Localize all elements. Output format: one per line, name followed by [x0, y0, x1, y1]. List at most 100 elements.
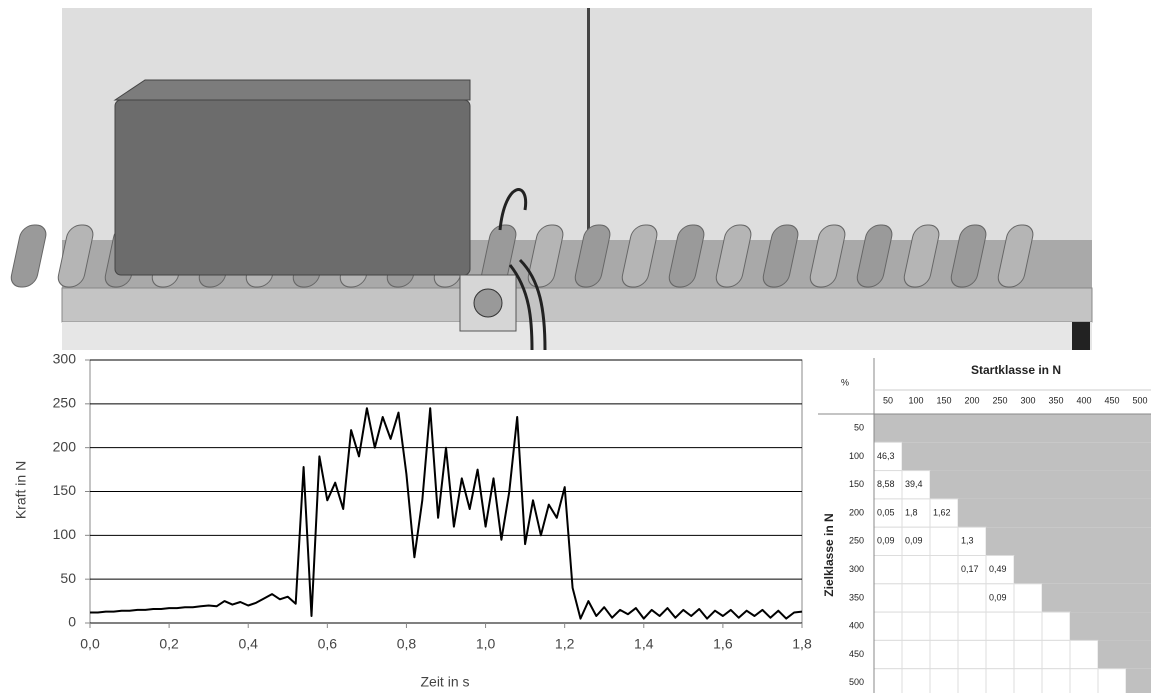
cell-shaded — [1098, 612, 1126, 640]
cell-shaded — [1098, 584, 1126, 612]
cell-shaded — [1042, 471, 1070, 499]
cell-shaded — [1070, 612, 1098, 640]
x-tick-label: 0,0 — [80, 636, 100, 652]
cell-value: 8,58 — [877, 479, 895, 489]
row-title: Zielklasse in N — [822, 513, 836, 596]
row-header: 500 — [849, 677, 864, 687]
cell — [930, 584, 958, 612]
photo-crate-rim — [115, 80, 470, 100]
photo-leg — [1072, 322, 1090, 350]
cell-shaded — [1070, 527, 1098, 555]
cell — [958, 584, 986, 612]
cell — [1098, 669, 1126, 693]
cell-shaded — [930, 471, 958, 499]
cell-shaded — [902, 442, 930, 470]
cell — [1014, 669, 1042, 693]
x-tick-label: 1,4 — [634, 636, 654, 652]
cell — [1014, 612, 1042, 640]
cell-shaded — [1070, 556, 1098, 584]
cell-shaded — [1098, 527, 1126, 555]
photo-floor — [62, 322, 1092, 350]
column-header: 450 — [1104, 395, 1119, 405]
cell — [986, 612, 1014, 640]
cell-shaded — [1042, 556, 1070, 584]
cell-shaded — [1098, 640, 1126, 668]
x-tick-label: 1,0 — [476, 636, 496, 652]
x-axis-label: Zeit in s — [420, 674, 469, 690]
cell — [902, 612, 930, 640]
cell-shaded — [1126, 414, 1151, 442]
cell-shaded — [1014, 442, 1042, 470]
y-tick-label: 50 — [60, 570, 76, 586]
cell — [1042, 640, 1070, 668]
cell-shaded — [1126, 442, 1151, 470]
cell — [874, 584, 902, 612]
cell-shaded — [1014, 556, 1042, 584]
cell-shaded — [1126, 584, 1151, 612]
row-header: 300 — [849, 564, 864, 574]
column-header: 150 — [936, 395, 951, 405]
table: % Startklasse in N Zielklasse in N 50100… — [818, 352, 1151, 693]
cell-value: 46,3 — [877, 451, 895, 461]
row-header: 150 — [849, 479, 864, 489]
cell-value: 39,4 — [905, 479, 923, 489]
cell-shaded — [986, 442, 1014, 470]
cell-shaded — [1126, 471, 1151, 499]
y-tick-label: 250 — [53, 395, 77, 411]
row-header: 450 — [849, 649, 864, 659]
cell-shaded — [1042, 584, 1070, 612]
cell-shaded — [1098, 442, 1126, 470]
cell — [958, 640, 986, 668]
cell — [902, 584, 930, 612]
cell-shaded — [1070, 442, 1098, 470]
cell-shaded — [930, 442, 958, 470]
photo-sensor — [474, 289, 502, 317]
column-header: 400 — [1076, 395, 1091, 405]
column-header: 100 — [908, 395, 923, 405]
cell-shaded — [1126, 612, 1151, 640]
column-header: 200 — [964, 395, 979, 405]
cell-shaded — [1070, 414, 1098, 442]
cell — [930, 669, 958, 693]
cell-shaded — [1070, 499, 1098, 527]
x-tick-label: 0,2 — [159, 636, 179, 652]
cell-shaded — [1098, 471, 1126, 499]
cell-shaded — [902, 414, 930, 442]
cell-shaded — [1098, 414, 1126, 442]
cell-shaded — [1126, 527, 1151, 555]
cell-shaded — [1014, 471, 1042, 499]
cell-shaded — [1014, 414, 1042, 442]
cell — [902, 640, 930, 668]
y-tick-label: 0 — [68, 614, 76, 630]
column-header: 350 — [1048, 395, 1063, 405]
cell — [874, 612, 902, 640]
cell — [1014, 640, 1042, 668]
cell — [874, 556, 902, 584]
cell-shaded — [986, 499, 1014, 527]
cell-value: 0,09 — [877, 536, 895, 546]
row-header: 100 — [849, 451, 864, 461]
x-tick-label: 1,6 — [713, 636, 733, 652]
cell-shaded — [874, 414, 902, 442]
row-header: 250 — [849, 536, 864, 546]
table-corner: % — [841, 377, 849, 387]
cell-shaded — [986, 471, 1014, 499]
column-title: Startklasse in N — [971, 363, 1061, 377]
photo-rail — [62, 288, 1092, 322]
cell — [986, 640, 1014, 668]
cell-value: 0,09 — [905, 536, 923, 546]
x-tick-label: 0,8 — [397, 636, 417, 652]
cell-value: 0,09 — [989, 592, 1007, 602]
cell-value: 1,3 — [961, 536, 974, 546]
cell-shaded — [958, 499, 986, 527]
cell — [874, 669, 902, 693]
y-tick-label: 200 — [53, 438, 77, 454]
cell-value: 1,62 — [933, 507, 951, 517]
column-header: 300 — [1020, 395, 1035, 405]
cell-shaded — [986, 527, 1014, 555]
cell-shaded — [1042, 527, 1070, 555]
cell — [958, 612, 986, 640]
cell — [930, 640, 958, 668]
cell-value: 1,8 — [905, 507, 918, 517]
cell-shaded — [1014, 527, 1042, 555]
